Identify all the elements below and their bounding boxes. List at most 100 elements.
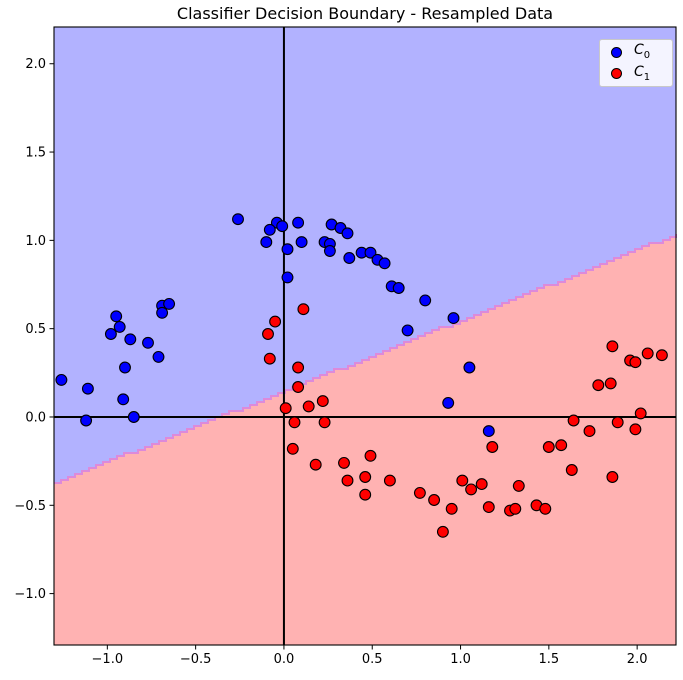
legend: C0 C1: [599, 39, 673, 87]
data-point-c1: [539, 502, 552, 515]
data-point-c0: [113, 320, 126, 333]
data-point-c1: [542, 441, 555, 453]
legend-label-c0-sub: 0: [643, 50, 651, 62]
data-point-c1: [436, 525, 449, 538]
data-point-c0: [152, 350, 165, 363]
data-point-c1: [428, 494, 441, 506]
data-point-c1: [629, 423, 642, 436]
data-point-c0: [442, 396, 455, 409]
legend-item-c1: C1: [611, 64, 672, 83]
data-point-c1: [302, 400, 315, 413]
data-point-c1: [629, 356, 642, 369]
data-point-c1: [269, 315, 282, 328]
legend-marker-c0-icon: [611, 46, 622, 58]
legend-label-c0: C0: [634, 43, 650, 61]
data-point-c1: [263, 352, 276, 365]
x-tick-label: 1.0: [450, 652, 471, 667]
data-point-c0: [401, 324, 414, 337]
data-point-c0: [447, 312, 460, 325]
data-point-c1: [604, 377, 617, 390]
data-point-c1: [634, 407, 647, 420]
data-point-c1: [641, 347, 654, 360]
data-point-c1: [309, 458, 322, 471]
data-point-c1: [606, 471, 619, 483]
data-point-c1: [606, 340, 619, 353]
y-tick-label: 1.5: [25, 146, 46, 161]
data-point-c1: [364, 449, 377, 462]
data-point-c0: [392, 282, 405, 294]
data-point-c1: [292, 361, 305, 374]
y-tick-label: −0.5: [14, 499, 46, 514]
data-point-c1: [482, 501, 495, 514]
data-point-c1: [292, 381, 305, 393]
data-point-c0: [80, 414, 93, 427]
data-point-c0: [124, 333, 137, 346]
data-point-c1: [359, 471, 372, 483]
data-point-c1: [565, 464, 578, 476]
x-tick-label: 2.0: [627, 652, 648, 667]
data-point-c1: [611, 416, 624, 429]
data-point-c1: [341, 474, 354, 487]
data-point-c0: [117, 393, 130, 406]
data-point-c0: [364, 246, 377, 259]
data-point-c1: [338, 456, 350, 469]
data-point-c0: [119, 361, 131, 374]
data-point-c0: [378, 257, 391, 270]
data-point-c1: [456, 474, 469, 487]
data-point-c1: [297, 303, 310, 316]
data-point-c0: [292, 216, 305, 229]
legend-label-c1-sub: 1: [643, 71, 651, 83]
data-point-c0: [276, 220, 289, 233]
data-point-c1: [413, 486, 426, 499]
plot-border: [53, 26, 677, 646]
data-point-c1: [465, 483, 478, 496]
data-point-c1: [486, 441, 499, 453]
data-point-c1: [288, 416, 301, 429]
data-point-c0: [110, 310, 123, 323]
data-point-c0: [232, 213, 244, 226]
legend-label-c0-base: C: [634, 42, 644, 59]
legend-label-c1-base: C: [634, 63, 644, 80]
y-tick-label: 0.5: [25, 322, 46, 337]
data-point-c0: [281, 271, 294, 284]
y-tick-label: −1.0: [14, 587, 46, 602]
data-point-c0: [341, 227, 354, 240]
data-point-c0: [163, 297, 176, 310]
data-point-c1: [475, 478, 488, 491]
data-point-c1: [592, 379, 605, 392]
data-point-c1: [445, 502, 458, 515]
x-tick-label: 0.5: [362, 652, 383, 667]
y-tick-label: 0.0: [25, 410, 46, 425]
data-point-c0: [81, 382, 94, 395]
data-point-c0: [263, 223, 276, 236]
data-point-c0: [156, 306, 169, 319]
data-point-c1: [583, 425, 596, 438]
data-point-c0: [104, 328, 117, 340]
data-point-c0: [260, 236, 273, 249]
data-point-c0: [419, 294, 432, 307]
plot-title: Classifier Decision Boundary - Resampled…: [176, 4, 554, 23]
data-point-c1: [555, 439, 568, 452]
data-point-c1: [567, 414, 580, 427]
data-point-c1: [359, 488, 372, 501]
legend-label-c1: C1: [634, 65, 650, 83]
x-tick-label: 1.5: [539, 652, 560, 667]
data-point-c0: [482, 425, 495, 438]
data-point-c1: [318, 416, 331, 429]
data-point-c1: [509, 502, 522, 515]
data-point-c0: [142, 336, 154, 349]
data-point-c1: [316, 395, 329, 408]
y-tick-label: 1.0: [25, 234, 46, 249]
data-point-c1: [512, 479, 525, 492]
x-tick-label: −1.0: [92, 652, 124, 667]
data-point-c1: [262, 328, 274, 340]
data-point-c0: [343, 252, 356, 264]
data-point-c0: [127, 411, 140, 423]
data-point-c0: [55, 373, 68, 386]
data-point-c1: [383, 474, 396, 487]
data-point-c1: [655, 349, 668, 362]
legend-item-c0: C0: [611, 43, 672, 62]
decision-boundary-line: [54, 234, 677, 484]
